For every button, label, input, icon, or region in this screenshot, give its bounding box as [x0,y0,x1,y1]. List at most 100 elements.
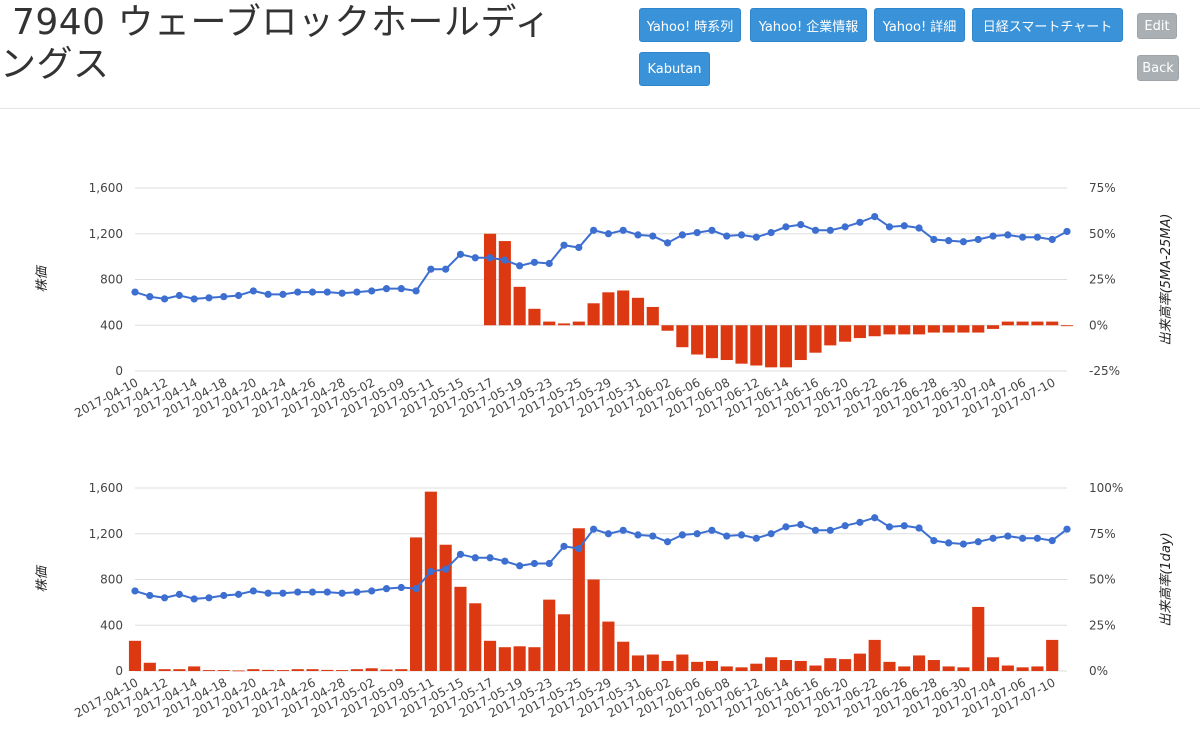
price-point [249,587,257,595]
price-point [1063,525,1071,533]
price-point [723,232,731,240]
nikkei-smart-chart-button[interactable]: 日経スマートチャート [972,8,1123,42]
price-point [560,241,568,249]
y2-tick-label: -25% [1089,364,1120,378]
volume-ratio-bar [779,325,792,368]
volume-ratio-bar [247,669,260,671]
volume-ratio-bar [617,290,630,326]
yahoo-timeseries-button[interactable]: Yahoo! 時系列 [639,8,741,42]
price-point [1004,532,1012,540]
volume-ratio-bar [602,292,615,326]
volume-ratio-bar [469,603,482,671]
price-point [797,221,805,229]
volume-ratio-bar [912,325,926,335]
y2-axis-label: 出来高率(5MA-25MA) [1158,214,1174,346]
volume-ratio-bar [587,579,600,671]
volume-ratio-bar [424,491,437,671]
price-point [353,588,361,596]
price-point [1004,231,1012,239]
price-point [530,559,539,568]
price-point [723,532,731,540]
volume-ratio-bar [602,621,615,671]
price-point [382,285,391,293]
volume-ratio-bar [809,325,822,353]
yahoo-company-info-button[interactable]: Yahoo! 企業情報 [750,8,867,42]
price-point [234,291,243,300]
volume-ratio-bar [661,325,674,331]
price-point [708,226,716,234]
price-point [471,554,479,562]
volume-ratio-bar [350,669,363,671]
volume-ratio-bar [1016,667,1029,671]
y-tick-label: 800 [100,273,123,287]
volume-ratio-bar [957,325,970,333]
price-point [205,594,213,602]
volume-ratio-bar [276,670,290,671]
price-point [634,531,642,539]
price-point [545,559,553,568]
price-point [353,288,361,296]
kabutan-button[interactable]: Kabutan [639,52,710,86]
price-point [427,265,435,273]
price-point [737,531,746,539]
volume-ratio-bar [705,325,719,359]
volume-ratio-bar [291,669,304,671]
price-point [782,223,790,231]
price-point [678,531,686,539]
price-point [234,590,243,598]
price-point [900,222,908,230]
volume-ratio-bar [720,666,733,671]
volume-ratio-bar [883,325,896,335]
volume-ratio-bar [395,669,408,671]
volume-ratio-bar [631,655,645,671]
volume-ratio-bar [765,325,778,368]
price-point [175,291,183,300]
title-line-1: 7940 ウェーブロックホールディ [0,2,551,43]
price-point [708,526,716,534]
price-point [841,223,849,231]
price-point [264,589,272,597]
price-point [856,218,864,226]
price-point [220,293,228,301]
yahoo-detail-button[interactable]: Yahoo! 詳細 [874,8,965,42]
volume-ratio-bar [528,308,541,326]
volume-ratio-bar [483,233,497,326]
volume-ratio-bar [794,660,807,671]
price-point [663,239,672,247]
volume-ratio-bar [942,325,955,333]
volume-ratio-bar [1046,639,1059,671]
price-point [871,212,879,221]
price-point [146,591,154,600]
price-point [530,258,539,266]
back-button[interactable]: Back [1137,55,1179,81]
price-point [294,588,302,596]
volume-ratio-bar [262,669,275,671]
volume-ratio-bar [439,544,452,671]
volume-ratio-bar [942,666,955,671]
volume-ratio-bar [927,660,940,671]
price-point [767,229,775,237]
y2-tick-label: 50% [1089,573,1116,587]
volume-ratio-bar [972,325,985,333]
price-point [945,539,953,547]
price-point [915,524,923,532]
y-tick-label: 0 [115,664,123,678]
price-point [456,250,465,258]
edit-button[interactable]: Edit [1137,13,1177,39]
y2-tick-label: 100% [1089,481,1123,495]
volume-ratio-bar [646,654,659,671]
volume-ratio-bar [232,670,245,672]
price-point [649,232,657,240]
price-point [456,550,465,558]
price-point [856,518,864,526]
volume-ratio-bar [483,640,497,671]
price-point [486,254,494,262]
price-point [442,565,450,573]
y-tick-label: 400 [100,318,123,332]
price-point [826,526,834,534]
price-point [412,287,420,295]
volume-ratio-bar [365,668,378,671]
volume-ratio-bar [498,241,511,326]
volume-ratio-bar [128,640,142,671]
volume-ratio-bar [898,325,911,335]
